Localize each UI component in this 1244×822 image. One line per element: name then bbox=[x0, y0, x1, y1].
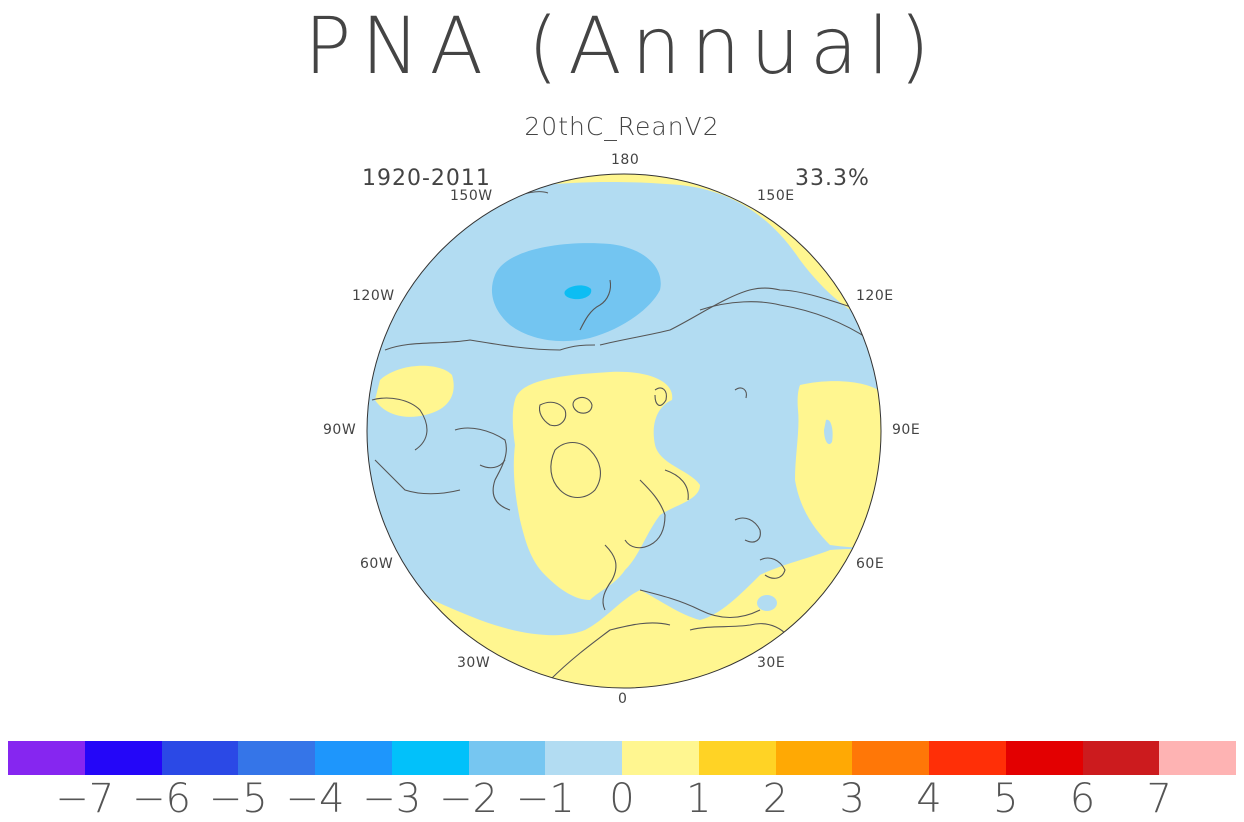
lon-label-0: 0 bbox=[618, 691, 628, 707]
colorbar-tick-label: 6 bbox=[1069, 776, 1096, 822]
colorbar-swatch bbox=[315, 741, 392, 775]
field-neg3 bbox=[564, 285, 592, 300]
colorbar-swatch bbox=[8, 741, 85, 775]
colorbar-swatch bbox=[622, 741, 699, 775]
colorbar-swatch bbox=[84, 741, 162, 775]
colorbar-tick-label: 3 bbox=[839, 776, 865, 822]
coastlines bbox=[371, 190, 871, 681]
lon-label-120e: 120E bbox=[856, 288, 894, 304]
colorbar-tick-label: 4 bbox=[916, 776, 942, 822]
colorbar-swatch bbox=[1159, 741, 1236, 775]
colorbar-tick-label: −7 bbox=[55, 776, 115, 822]
lon-label-90w: 90W bbox=[323, 422, 357, 438]
colorbar-tick-label: 2 bbox=[762, 776, 789, 822]
colorbar-swatch bbox=[929, 741, 1006, 775]
map-boundary bbox=[366, 173, 882, 689]
colorbar-swatch bbox=[391, 741, 469, 775]
map-subtitle: 20thC_ReanV2 bbox=[524, 112, 720, 141]
colorbar-swatch bbox=[468, 741, 546, 775]
field-pos-central bbox=[512, 371, 700, 600]
lon-label-60w: 60W bbox=[360, 556, 394, 572]
lon-label-150e: 150E bbox=[757, 188, 795, 204]
colorbar-swatch bbox=[852, 741, 929, 775]
field-pos-west bbox=[375, 365, 454, 417]
colorbar-tick-label: 0 bbox=[609, 776, 635, 822]
colorbar-tick-label: −3 bbox=[362, 776, 422, 822]
colorbar-tick-label: −6 bbox=[132, 776, 191, 822]
field-neg-patch bbox=[757, 595, 777, 611]
colorbar-swatch bbox=[238, 741, 315, 775]
lon-label-180: 180 bbox=[611, 152, 640, 168]
lon-label-120w: 120W bbox=[352, 288, 395, 304]
colorbar bbox=[8, 741, 1236, 775]
colorbar-labels: −7 −6 −5 −4 −3 −2 −1 0 1 2 3 4 5 6 7 bbox=[8, 776, 1236, 822]
lon-label-90e: 90E bbox=[892, 422, 921, 438]
colorbar-swatch bbox=[775, 741, 853, 775]
polar-map bbox=[366, 173, 882, 689]
colorbar-swatch bbox=[1082, 741, 1160, 775]
field-neg-hole bbox=[824, 419, 833, 445]
colorbar-tick-label: 5 bbox=[993, 776, 1019, 822]
lon-label-150w: 150W bbox=[450, 188, 493, 204]
field-pos-east bbox=[795, 381, 881, 550]
map-title: PNA (Annual) bbox=[304, 2, 940, 92]
colorbar-tick-label: 1 bbox=[686, 776, 712, 822]
period-label: 1920-2011 bbox=[362, 166, 491, 191]
colorbar-tick-label: −1 bbox=[515, 776, 575, 822]
lon-label-30w: 30W bbox=[457, 655, 491, 671]
lon-label-30e: 30E bbox=[757, 655, 786, 671]
colorbar-swatch bbox=[1005, 741, 1083, 775]
colorbar-swatch bbox=[698, 741, 776, 775]
colorbar-tick-label: −5 bbox=[208, 776, 268, 822]
colorbar-tick-label: −4 bbox=[285, 776, 345, 822]
lon-label-60e: 60E bbox=[856, 556, 885, 572]
colorbar-tick-label: −2 bbox=[439, 776, 498, 822]
variance-label: 33.3% bbox=[795, 166, 870, 191]
colorbar-tick-label: 7 bbox=[1146, 776, 1172, 822]
colorbar-swatch bbox=[161, 741, 239, 775]
colorbar-swatch bbox=[545, 741, 622, 775]
